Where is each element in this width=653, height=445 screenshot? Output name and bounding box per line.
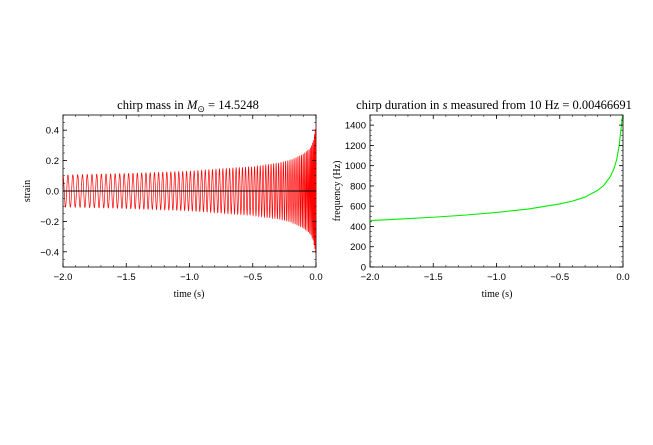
strain-y-tick-label: 0.2: [46, 156, 59, 167]
frequency-chart-title: chirp duration in s measured from 10 Hz …: [356, 98, 632, 112]
strain-chart-title: chirp mass in M⊙ = 14.5248: [117, 98, 259, 114]
frequency-y-tick-label: 1000: [345, 161, 366, 172]
strain-x-tick-label: −1.0: [180, 272, 199, 283]
frequency-x-tick-label: −1.5: [424, 272, 443, 283]
frequency-y-tick-label: 1400: [345, 121, 366, 132]
frequency-series-layer: [369, 114, 624, 222]
frequency-x-tick-label: −2.0: [361, 272, 380, 283]
strain-y-tick-label: −0.4: [40, 247, 59, 258]
strain-ylabel: strain: [22, 180, 33, 202]
strain-x-tick-label: −1.5: [117, 272, 136, 283]
strain-x-tick-label: −0.5: [243, 272, 262, 283]
strain-x-tick-label: 0.0: [309, 272, 322, 283]
frequency-plot-frame: [369, 114, 624, 268]
strain-y-tick-label: −0.2: [40, 217, 59, 228]
frequency-xlabel: time (s): [482, 289, 513, 300]
frequency-y-tick-label: 800: [350, 181, 366, 192]
strain-y-tick-label: 0.4: [46, 126, 59, 137]
strain-series-layer: [62, 125, 317, 254]
frequency-x-tick-label: 0.0: [616, 272, 629, 283]
strain-chart: chirp mass in M⊙ = 14.5248 −2.0 −1.5 −1.0−…: [22, 98, 323, 300]
frequency-y-tick-label: 200: [350, 242, 366, 253]
strain-y-tick-label: 0.0: [46, 187, 59, 198]
frequency-y-tick-label: 1200: [345, 141, 366, 152]
frequency-y-tick-label: 0: [361, 263, 366, 274]
frequency-y-tick-label: 600: [350, 202, 366, 213]
strain-axis-ticks: −2.0 −1.5 −1.0 −0.5 0.0 −0.4 −0.2 0.0 0.2 0.4: [40, 114, 323, 283]
frequency-series-line-0: [369, 114, 624, 222]
strain-xlabel: time (s): [174, 289, 205, 300]
frequency-x-tick-label: −0.5: [550, 272, 569, 283]
frequency-ylabel: frequency (Hz): [332, 161, 343, 222]
frequency-axis-ticks: −2.0 −1.5 −1.0 −0.5 0.0 0 200 400 600 800 1000 1200…: [345, 114, 630, 283]
frequency-x-tick-label: −1.0: [487, 272, 506, 283]
strain-series-line-0: [62, 125, 317, 254]
frequency-chart: chirp duration in s measured from 10 Hz …: [332, 98, 632, 300]
strain-x-tick-label: −2.0: [54, 272, 73, 283]
frequency-y-tick-label: 400: [350, 222, 366, 233]
